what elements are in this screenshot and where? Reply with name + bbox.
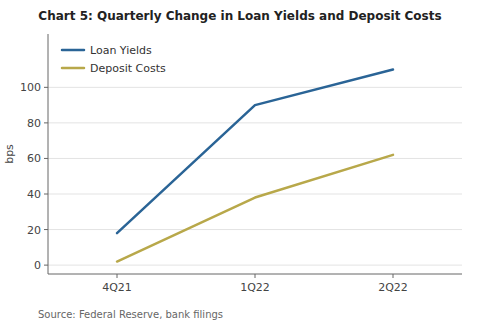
grid-line <box>48 122 462 123</box>
legend-swatch <box>62 49 84 52</box>
y-tick-label: 100 <box>20 81 41 94</box>
legend-label: Deposit Costs <box>90 62 166 75</box>
x-tick-label: 1Q22 <box>240 281 270 294</box>
x-tick-label: 2Q22 <box>378 281 408 294</box>
series-line <box>117 70 393 234</box>
legend-swatch <box>62 67 84 70</box>
y-tick <box>44 265 48 266</box>
y-tick <box>44 158 48 159</box>
x-tick <box>393 274 394 278</box>
series-line <box>117 155 393 262</box>
grid-line <box>48 194 462 195</box>
y-tick-label: 40 <box>27 188 41 201</box>
y-tick-label: 0 <box>34 259 41 272</box>
legend-label: Loan Yields <box>90 44 152 57</box>
x-tick-label: 4Q21 <box>102 281 132 294</box>
grid-line <box>48 265 462 266</box>
y-tick-label: 20 <box>27 224 41 237</box>
legend: Loan Yields Deposit Costs <box>62 44 166 75</box>
y-tick <box>44 229 48 230</box>
y-tick <box>44 194 48 195</box>
title: Chart 5: Quarterly Change in Loan Yields… <box>38 9 441 23</box>
grid-line <box>48 87 462 88</box>
y-tick <box>44 122 48 123</box>
y-axis <box>48 34 49 274</box>
grid-line <box>48 158 462 159</box>
plot-area <box>117 70 393 262</box>
x-tick <box>255 274 256 278</box>
y-axis-label: bps <box>3 144 16 164</box>
y-tick-label: 80 <box>27 117 41 130</box>
x-tick <box>117 274 118 278</box>
y-tick-label: 60 <box>27 152 41 165</box>
y-tick <box>44 87 48 88</box>
source-note: Source: Federal Reserve, bank filings <box>38 309 223 320</box>
chart: 0 20 40 60 80 100 4Q21 1Q22 2Q22 Loan Yields Depos… <box>0 0 480 326</box>
grid-line <box>48 229 462 230</box>
